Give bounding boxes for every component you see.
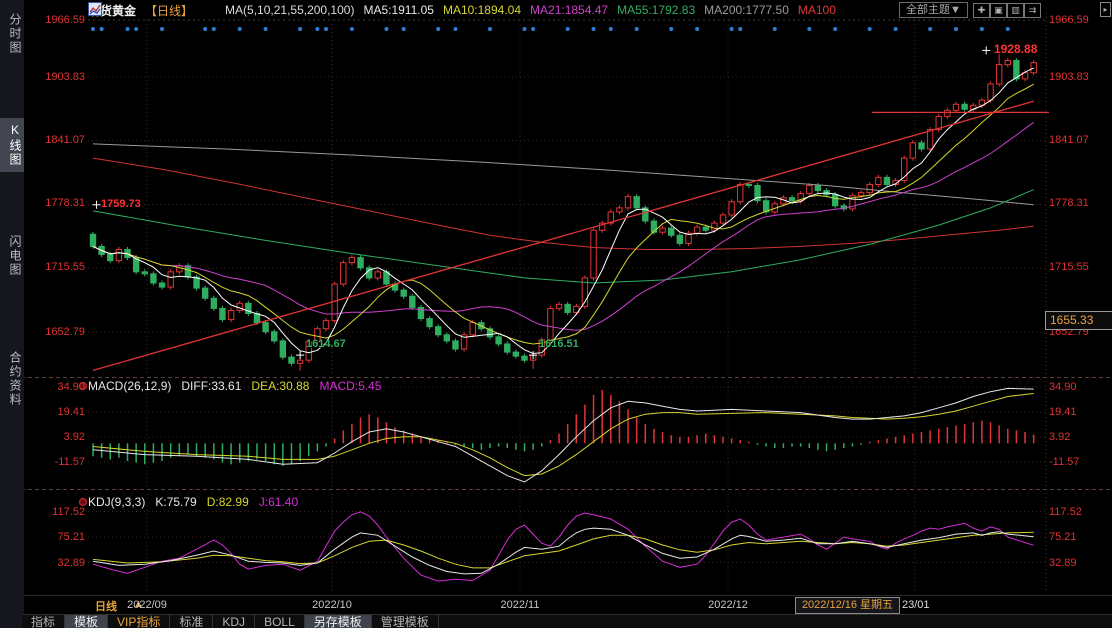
macd-axis-label: 3.92 [1049,431,1071,443]
price-axis-label: 1966.59 [45,14,85,26]
kdj-header: KDJ(9,3,3) K:75.79 D:82.99 J:61.40 [88,495,298,509]
date-label: 2022/09 [127,599,167,611]
tab-boll[interactable]: BOLL [255,615,305,628]
period-label: 日线 [95,601,117,613]
price-axis-label: 1715.55 [45,261,85,273]
price-axis-label: 1841.07 [1049,134,1089,146]
timeline-divider [0,595,1112,596]
tab-standard[interactable]: 标准 [170,615,214,628]
macd-axis-label: 19.41 [57,406,85,418]
kdj-d-value: D:82.99 [206,495,249,509]
date-label-last: 23/01 [902,599,930,611]
ma55-value: MA55:1792.83 [617,3,696,17]
tab-vip-indicators[interactable]: VIP指标 [108,615,171,628]
kdj-axis-label: 117.52 [1049,506,1082,518]
sidebar-item-time-chart[interactable]: 分时图 [8,13,22,55]
macd-axis-label: 19.41 [1049,406,1077,418]
zoom-in-icon[interactable]: ▣ [990,3,1007,18]
kdj-axis-label: 32.89 [1049,557,1077,569]
hovered-date-label: 2022/12/16 星期五 [795,597,900,614]
price-tag: 1655.33 [1045,311,1112,330]
crosshair-icon[interactable]: ✚ [973,3,990,18]
kdj-k-value: K:75.79 [155,495,197,509]
tab-indicators[interactable]: 指标 [22,615,66,628]
macd-title: MACD(26,12,9) [88,379,172,393]
kdj-axis-label: 32.89 [57,557,85,569]
chart-header: 现货黄金 【日线】 MA(5,10,21,55,200,100) MA5:191… [88,2,836,18]
pan-right-icon[interactable]: ⇉ [1024,3,1041,18]
ma200-value: MA200:1777.50 [704,3,789,17]
macd-axis-label: -11.57 [54,456,85,468]
macd-axis-label: 34.90 [57,381,85,393]
left-sidebar: 分时图 K线图 闪电图 合约资料 [0,0,24,628]
tab-kdj[interactable]: KDJ [213,615,256,628]
annotation-low-september: 1614.67 [306,338,346,350]
date-label: 2022/12 [708,599,748,611]
ma5-value: MA5:1911.05 [363,3,434,17]
sidebar-item-contract-info[interactable]: 合约资料 [8,351,22,407]
ma-settings-label: MA(5,10,21,55,200,100) [225,3,355,17]
kdj-axis-label: 75.21 [57,531,85,543]
price-axis-label: 1778.31 [1049,197,1089,209]
ma10-value: MA10:1894.04 [442,3,522,17]
price-axis-label: 1966.59 [1049,14,1089,26]
zoom-out-icon[interactable]: ▥ [1007,3,1024,18]
kdj-axis-label: 75.21 [1049,531,1077,543]
collapse-axis-icon[interactable]: ▸ [1100,2,1111,17]
theme-select-button[interactable]: 全部主题▼ [899,2,968,18]
annotation-high: 1928.88 [994,42,1038,56]
chevron-up-icon: ▲ [133,598,144,610]
macd-axis-label: 34.90 [1049,381,1077,393]
kdj-settings-icon[interactable] [79,498,87,506]
kdj-j-value: J:61.40 [258,495,299,509]
annotation-open-price: 1759.73 [101,198,141,210]
macd-settings-icon[interactable] [79,382,87,390]
price-axis-label: 1903.83 [1049,71,1089,83]
price-axis-label: 1778.31 [45,197,85,209]
macd-dea-value: DEA:30.88 [251,379,310,393]
date-label: 2022/11 [500,599,540,611]
chart-logo-icon [88,2,216,17]
macd-axis-label: 3.92 [63,431,85,443]
tab-template[interactable]: 模板 [65,615,109,628]
price-axis-label: 1652.79 [45,326,85,338]
bottom-toolbar: 指标 模板 VIP指标 标准 KDJ BOLL 另存模板 管理模板 [22,614,1112,628]
tab-save-template[interactable]: 另存模板 [304,615,372,628]
macd-macd-value: MACD:5.45 [319,379,382,393]
price-axis-label: 1903.83 [45,71,85,83]
annotation-low-november: 1616.51 [539,338,579,350]
kdj-axis-label: 117.52 [52,506,85,518]
price-axis-label: 1715.55 [1049,261,1089,273]
sidebar-item-flash-chart[interactable]: 闪电图 [8,235,22,277]
period-selector[interactable]: 日线 ▲ [95,598,144,614]
ma21-value: MA21:1854.47 [530,3,609,17]
period-tag: 【日线】 [145,3,194,18]
sidebar-item-kline-chart[interactable]: K线图 [0,118,24,172]
date-label: 2022/10 [312,599,352,611]
tab-manage-template[interactable]: 管理模板 [372,615,439,628]
kdj-title: KDJ(9,3,3) [88,495,146,509]
ma100-value: MA100 [797,3,836,17]
price-axis-label: 1841.07 [45,134,85,146]
macd-diff-value: DIFF:33.61 [181,379,242,393]
macd-header: MACD(26,12,9) DIFF:33.61 DEA:30.88 MACD:… [88,379,381,393]
macd-axis-label: -11.57 [1049,456,1080,468]
